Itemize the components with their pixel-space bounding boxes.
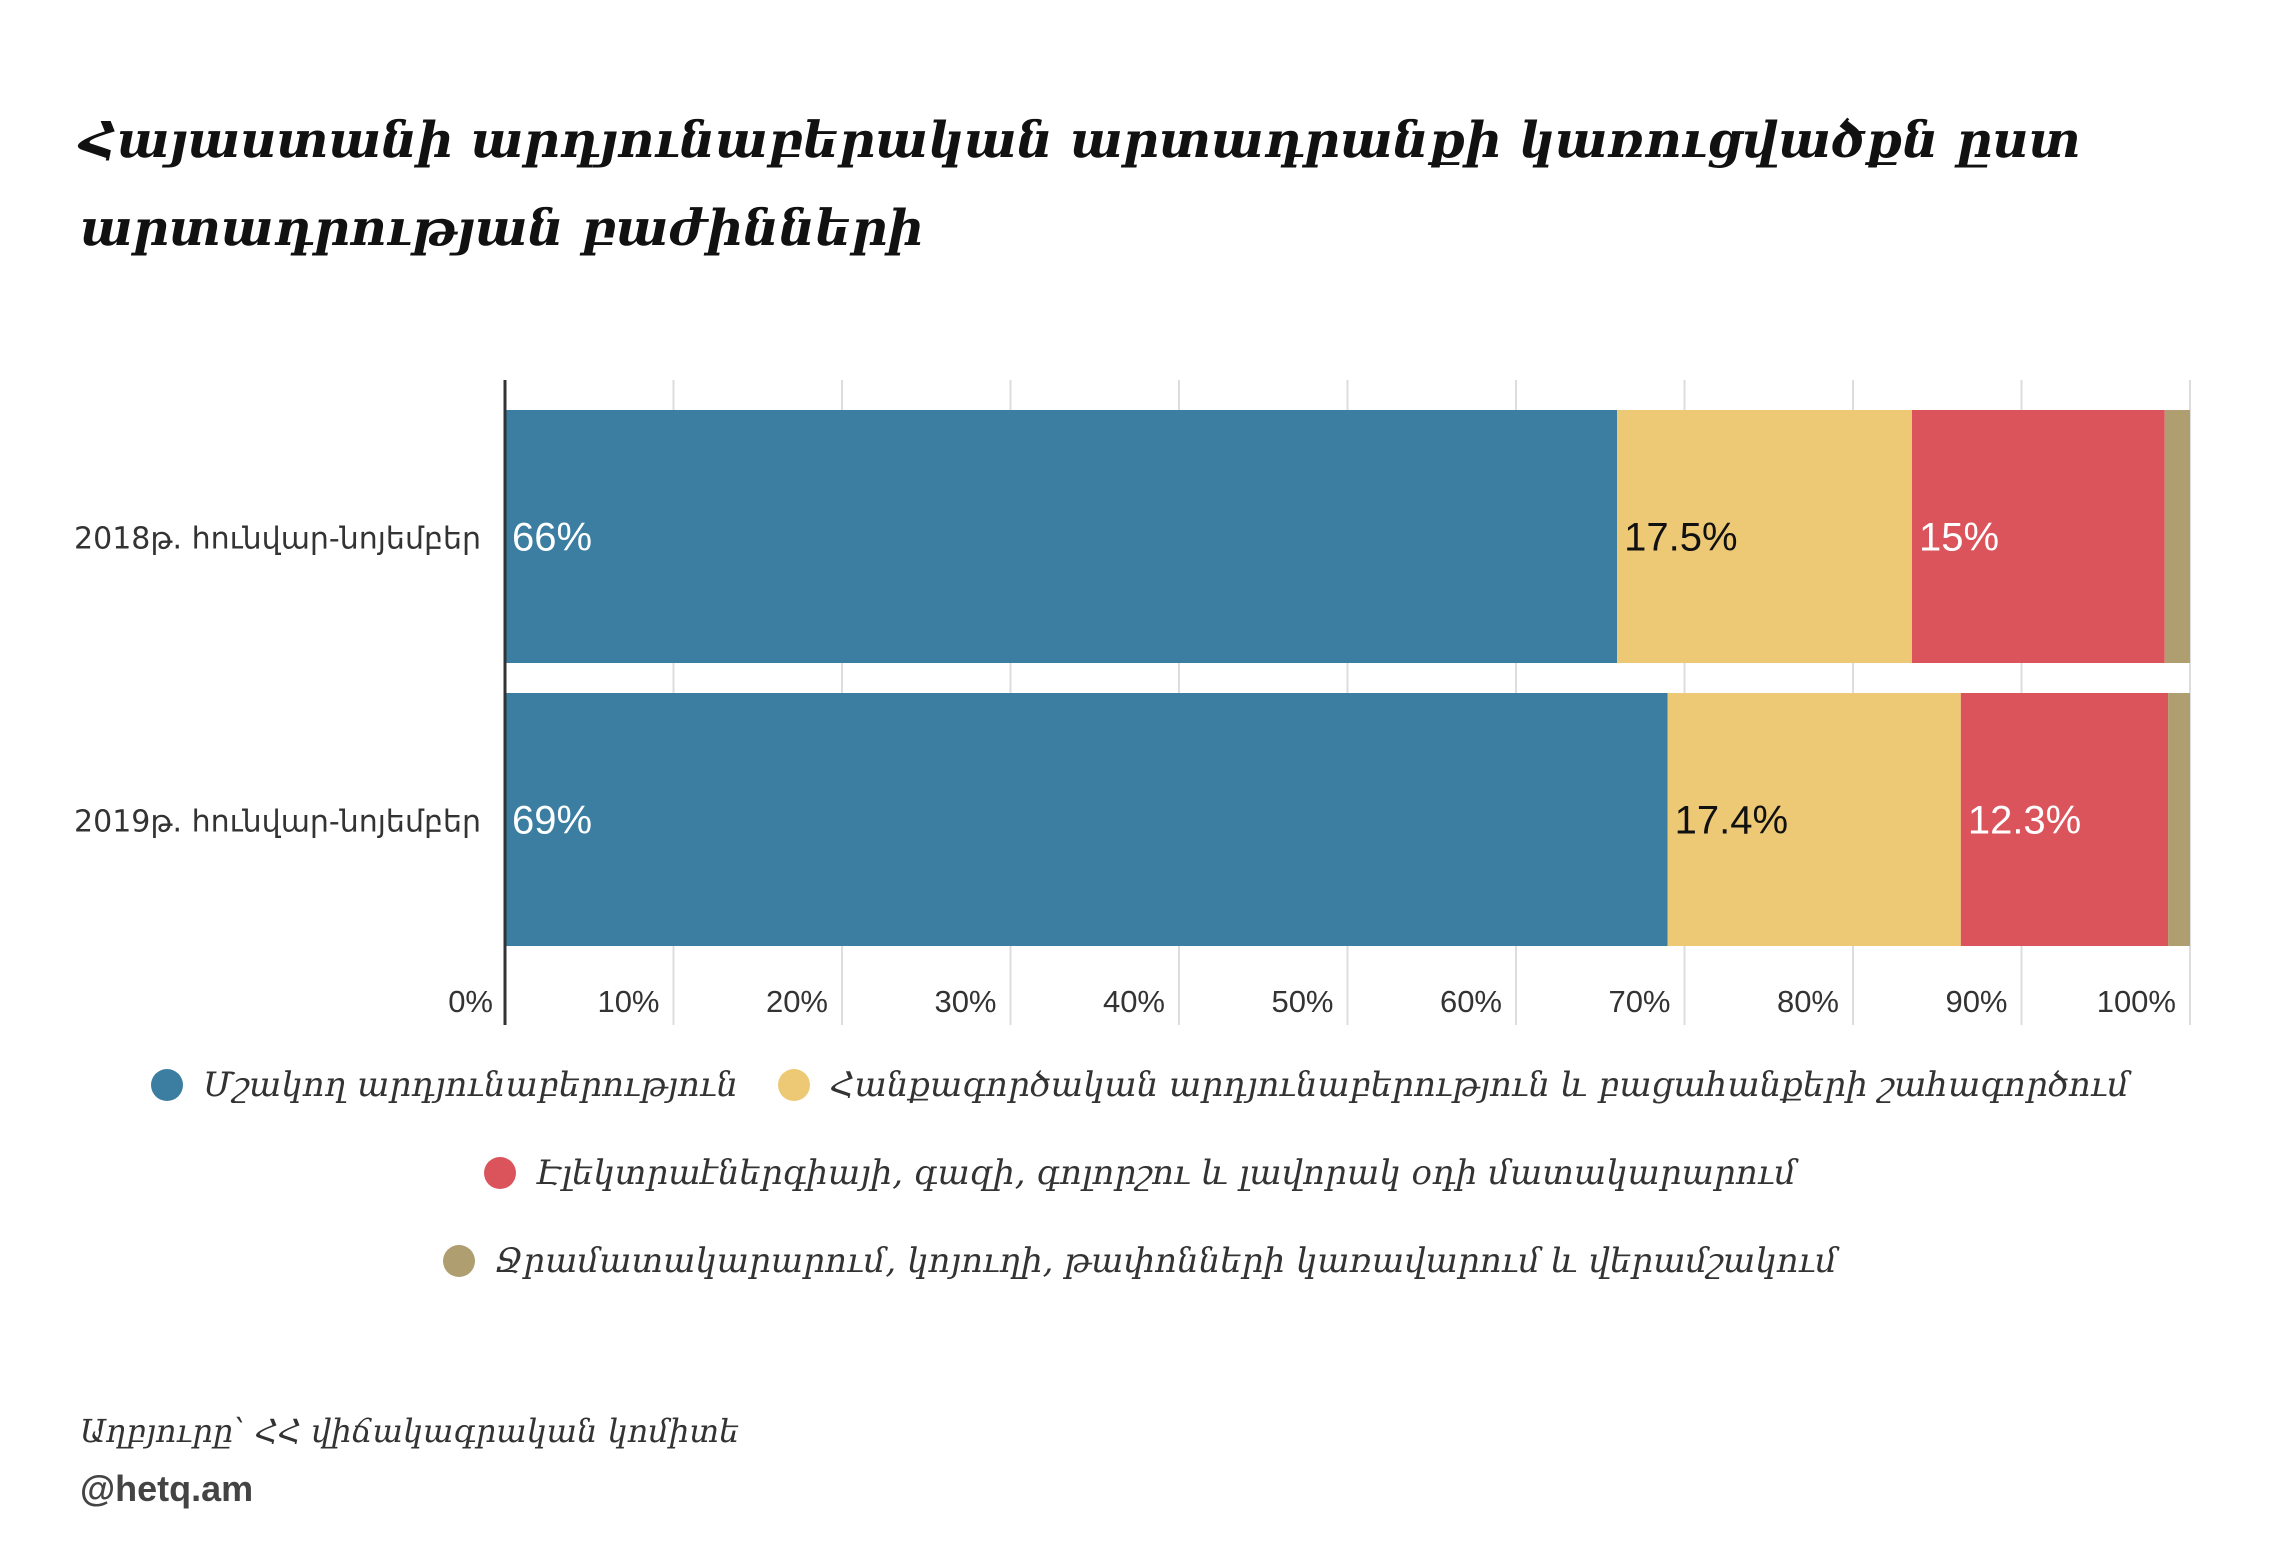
legend-label: Մշակող արդյունաբերություն: [202, 1065, 739, 1105]
bar-segment: [1617, 410, 1912, 663]
bar-labels: 66% 17.5% 15% 69% 17.4% 12.3%: [512, 516, 2081, 843]
credit: @hetq.am: [80, 1468, 254, 1509]
bar-segment: [2164, 410, 2190, 663]
x-tick-label: 70%: [1608, 984, 1670, 1019]
legend-color-dot: [778, 1069, 811, 1101]
legend-item: Էլեկտրաէներգիայի, գազի, գոլորշու և լավոր…: [483, 1148, 1797, 1198]
legend-item: Հանքագործական արդյունաբերություն և բացահ…: [778, 1060, 2129, 1110]
bar-value-label: 15%: [1919, 516, 1999, 560]
bar-segment: [505, 410, 1618, 663]
x-tick-label: 20%: [766, 984, 828, 1019]
bars: [505, 410, 2190, 946]
category-labels: 2018թ. հունվար-նոյեմբեր 2019թ. հունվար-նո…: [74, 522, 481, 840]
legend-color-dot: [442, 1245, 475, 1277]
bar-segment: [1667, 693, 1961, 946]
x-tick-label: 40%: [1103, 984, 1165, 1019]
bar-segment: [1960, 693, 2169, 946]
source-note: Աղբյուրը՝ ՀՀ վիճակագրական կոմիտե: [80, 1412, 740, 1450]
legend-item: Մշակող արդյունաբերություն: [150, 1060, 739, 1110]
bar-segment: [505, 693, 1668, 946]
bar-segment: [1911, 410, 2165, 663]
category-label: 2019թ. հունվար-նոյեմբեր: [74, 805, 481, 840]
legend-label: Ջրամատակարարում, կոյուղի, թափոնների կառա…: [494, 1241, 1838, 1281]
legend-label: Հանքագործական արդյունաբերություն և բացահ…: [830, 1065, 2130, 1105]
legend-color-dot: [150, 1069, 183, 1101]
stacked-bar-chart: 66% 17.5% 15% 69% 17.4% 12.3% 2018թ. հունվար-…: [74, 380, 2191, 1025]
x-tick-label: 100%: [2097, 984, 2176, 1019]
x-tick-label: 80%: [1777, 984, 1839, 1019]
category-label: 2018թ. հունվար-նոյեմբեր: [74, 522, 481, 557]
x-tick-label: 10%: [597, 984, 659, 1019]
x-tick-labels: 0% 10% 20% 30% 40% 50% 60% 70% 80% 90% 100%: [448, 984, 2176, 1019]
bar-value-label: 66%: [512, 516, 592, 560]
bar-value-label: 69%: [512, 799, 592, 843]
bar-value-label: 17.4%: [1675, 799, 1788, 843]
x-tick-label: 50%: [1271, 984, 1333, 1019]
legend: Մշակող արդյունաբերություն Հանքագործական ա…: [60, 1060, 2220, 1286]
bar-value-label: 17.5%: [1624, 516, 1737, 560]
x-tick-label: 90%: [1945, 984, 2007, 1019]
legend-label: Էլեկտրաէներգիայի, գազի, գոլորշու և լավոր…: [535, 1153, 1797, 1193]
chart-title: Հայաստանի արդյունաբերական արտադրանքի կառ…: [80, 110, 2081, 257]
x-tick-label: 60%: [1440, 984, 1502, 1019]
legend-color-dot: [483, 1157, 516, 1189]
x-tick-label: 30%: [934, 984, 996, 1019]
legend-item: Ջրամատակարարում, կոյուղի, թափոնների կառա…: [442, 1236, 1838, 1286]
bar-segment: [2168, 693, 2190, 946]
bar-value-label: 12.3%: [1968, 799, 2081, 843]
x-tick-label: 0%: [448, 984, 493, 1019]
